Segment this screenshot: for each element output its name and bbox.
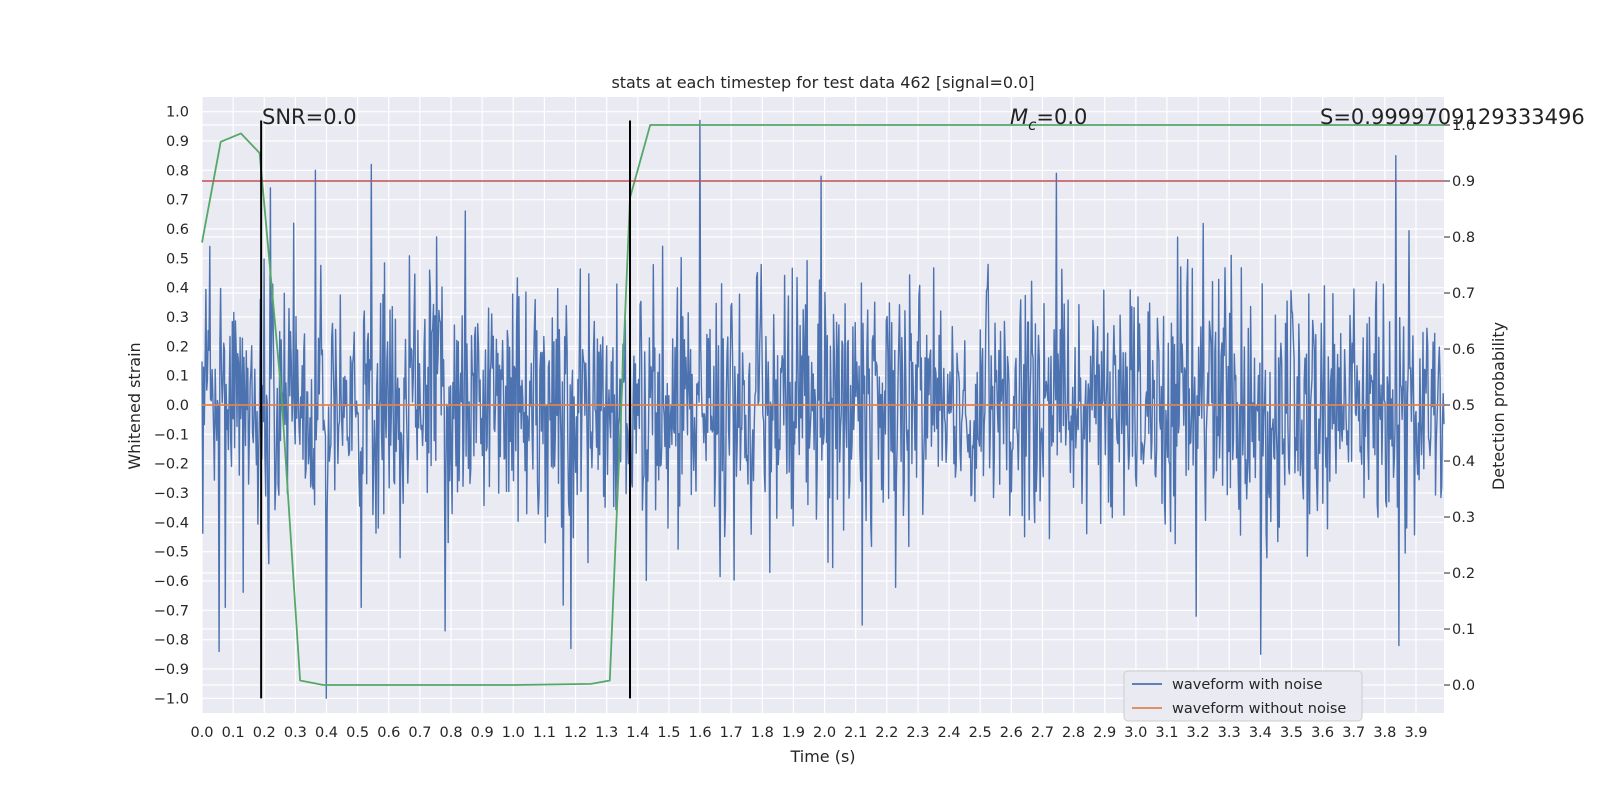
y-tick-label-left: 0.7 [166, 193, 189, 209]
x-tick-label: 3.5 [1280, 725, 1303, 741]
y-tick-label-left: 0.4 [166, 281, 189, 297]
x-tick-label: 3.7 [1342, 725, 1365, 741]
snr-annotation: SNR=0.0 [262, 105, 357, 129]
chart-title: stats at each timestep for test data 462… [611, 73, 1034, 92]
x-tick-label: 1.6 [689, 725, 712, 741]
y-tick-label-left: −0.2 [154, 457, 189, 473]
x-tick-label: 1.8 [751, 725, 774, 741]
x-tick-label: 1.4 [626, 725, 649, 741]
y-tick-label-right: 0.6 [1452, 342, 1475, 358]
y-tick-label-left: −0.4 [154, 515, 189, 531]
x-tick-label: 1.2 [564, 725, 587, 741]
x-tick-label: 2.3 [906, 725, 929, 741]
x-tick-label: 0.0 [190, 725, 213, 741]
chirp-mass-subscript: c [1028, 116, 1037, 134]
y-tick-label-right: 0.5 [1452, 398, 1475, 414]
y-tick-label-left: 0.5 [166, 251, 189, 267]
series-waveform-with-noise [201, 119, 1445, 699]
x-tick-label: 2.8 [1062, 725, 1085, 741]
tick-layer: 0.0 0.1 0.2 0.3 0.4 0.5 0.6 0.7 0.8 0.9 1.0 1.1 1.2 1… [154, 105, 1475, 741]
y-axis-label-left: Whitened strain [125, 342, 144, 469]
x-tick-label: 3.3 [1218, 725, 1241, 741]
x-tick-label: 2.2 [875, 725, 898, 741]
x-tick-label: 3.0 [1124, 725, 1147, 741]
x-tick-label: 2.9 [1093, 725, 1116, 741]
legend-label-noise: waveform with noise [1172, 677, 1323, 693]
y-tick-label-left: 0.8 [166, 163, 189, 179]
y-tick-label-left: 0.3 [166, 310, 189, 326]
y-tick-label-left: 0.0 [166, 398, 189, 414]
x-tick-label: 3.9 [1404, 725, 1427, 741]
x-tick-label: 2.1 [844, 725, 867, 741]
x-axis-label: Time (s) [789, 747, 855, 766]
x-tick-label: 1.5 [657, 725, 680, 741]
y-tick-label-left: 0.2 [166, 339, 189, 355]
x-tick-label: 3.2 [1187, 725, 1210, 741]
x-tick-label: 2.6 [1000, 725, 1023, 741]
y-tick-label-left: −0.9 [154, 662, 189, 678]
y-tick-label-right: 0.1 [1452, 622, 1475, 638]
x-tick-label: 0.1 [222, 725, 245, 741]
y-tick-label-left: 1.0 [166, 105, 189, 121]
x-tick-label: 0.4 [315, 725, 338, 741]
legend-label-clean: waveform without noise [1172, 701, 1346, 717]
x-tick-label: 2.4 [938, 725, 961, 741]
chirp-mass-value: =0.0 [1036, 105, 1087, 129]
y-tick-label-left: 0.6 [166, 222, 189, 238]
y-tick-label-right: 0.0 [1452, 678, 1475, 694]
noise-series-layer [201, 119, 1445, 699]
x-tick-label: 2.0 [813, 725, 836, 741]
y-tick-label-left: 0.9 [166, 134, 189, 150]
y-tick-label-left: −0.1 [154, 427, 189, 443]
x-tick-label: 1.1 [533, 725, 556, 741]
legend-box [1123, 670, 1363, 722]
x-tick-label: 0.2 [253, 725, 276, 741]
x-tick-label: 2.7 [1031, 725, 1054, 741]
y-tick-label-left: −0.7 [154, 603, 189, 619]
x-tick-label: 0.6 [377, 725, 400, 741]
y-tick-label-left: −0.6 [154, 574, 189, 590]
y-tick-label-right: 0.8 [1452, 230, 1475, 246]
x-tick-label: 1.9 [782, 725, 805, 741]
x-tick-label: 0.8 [439, 725, 462, 741]
score-annotation: S=0.9999709129333496 [1320, 105, 1585, 129]
x-tick-label: 0.5 [346, 725, 369, 741]
y-tick-label-right: 0.3 [1452, 510, 1475, 526]
x-tick-label: 0.9 [471, 725, 494, 741]
y-tick-label-right: 1.0 [1452, 118, 1475, 134]
y-tick-label-left: −0.8 [154, 633, 189, 649]
y-tick-label-right: 0.9 [1452, 174, 1475, 190]
x-tick-label: 0.7 [408, 725, 431, 741]
x-tick-label: 2.5 [969, 725, 992, 741]
y-tick-label-right: 0.2 [1452, 566, 1475, 582]
y-tick-label-left: 0.1 [166, 369, 189, 385]
chirp-mass-annotation: Mc=0.0 [1010, 105, 1087, 134]
series-detection-probability [201, 124, 1444, 686]
y-tick-label-right: 0.4 [1452, 454, 1475, 470]
line-series-layer [201, 120, 1444, 699]
y-tick-label-left: −1.0 [154, 691, 189, 707]
x-tick-label: 1.3 [595, 725, 618, 741]
x-tick-label: 3.6 [1311, 725, 1334, 741]
x-tick-label: 0.3 [284, 725, 307, 741]
y-tick-label-right: 0.7 [1452, 286, 1475, 302]
x-tick-label: 3.4 [1249, 725, 1272, 741]
y-axis-label-right: Detection probability [1489, 322, 1508, 490]
x-tick-label: 1.7 [720, 725, 743, 741]
x-tick-label: 3.1 [1155, 725, 1178, 741]
y-tick-label-left: −0.5 [154, 545, 189, 561]
y-tick-label-left: −0.3 [154, 486, 189, 502]
legend: waveform with noise waveform without noi… [1123, 670, 1363, 722]
x-tick-label: 1.0 [502, 725, 525, 741]
x-tick-label: 3.8 [1373, 725, 1396, 741]
chirp-mass-symbol: M [1010, 105, 1028, 129]
